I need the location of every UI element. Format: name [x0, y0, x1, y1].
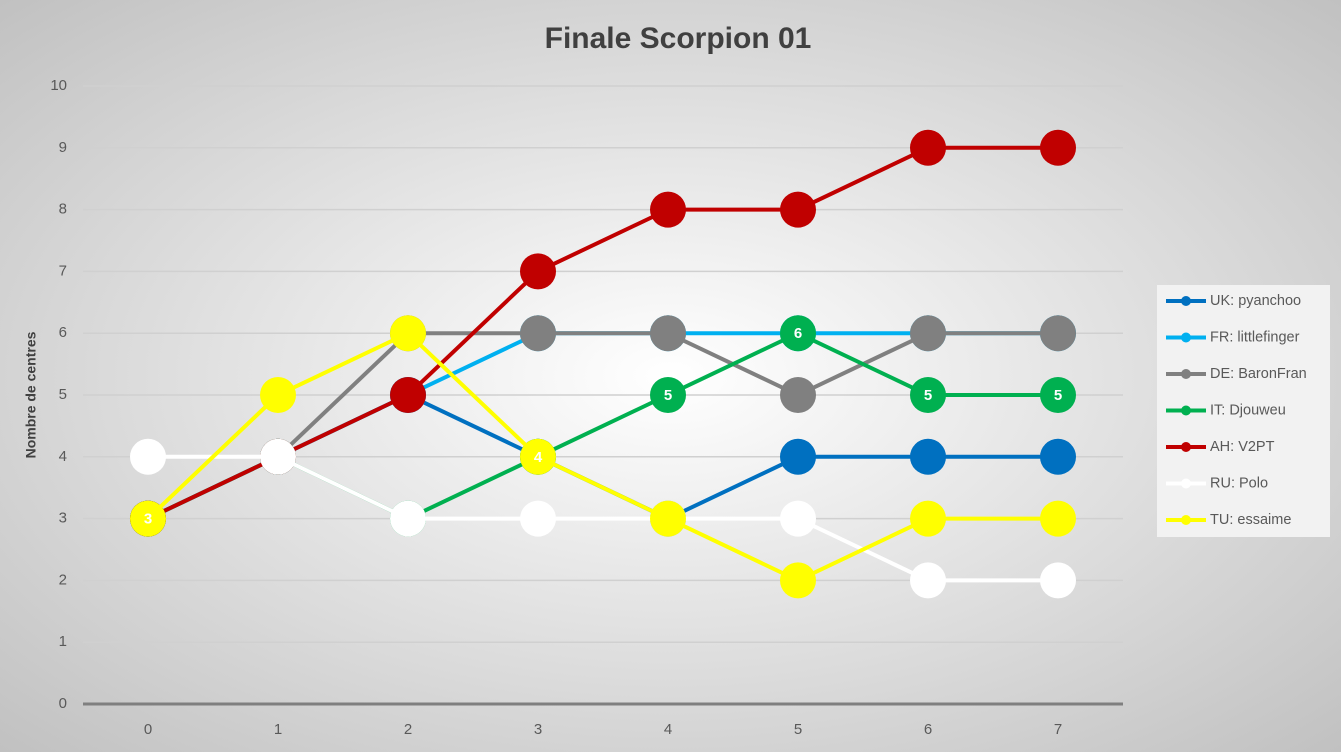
data-point	[780, 562, 816, 599]
x-tick-label: 0	[144, 721, 152, 738]
legend-label: TU: essaime	[1210, 512, 1291, 528]
data-point	[1040, 562, 1076, 599]
data-point	[520, 500, 556, 537]
data-point	[780, 377, 816, 413]
legend-marker	[1181, 515, 1191, 525]
data-label: 3	[144, 511, 152, 528]
x-tick-label: 6	[924, 721, 932, 738]
data-point	[910, 562, 946, 599]
data-point	[910, 438, 946, 475]
legend-marker	[1181, 405, 1191, 416]
data-point	[130, 438, 166, 475]
data-point	[1040, 438, 1076, 475]
data-label: 5	[664, 387, 672, 404]
data-point	[650, 377, 686, 413]
legend-marker	[1181, 478, 1191, 489]
data-point	[130, 500, 166, 537]
data-point	[260, 438, 296, 475]
y-tick-label: 10	[50, 77, 67, 94]
data-label: 6	[794, 325, 802, 342]
y-axis-label: Nombre de centres	[23, 331, 39, 458]
legend-label: FR: littlefinger	[1210, 329, 1300, 345]
y-tick-label: 9	[59, 139, 67, 156]
data-point	[910, 315, 946, 352]
data-point	[1040, 500, 1076, 537]
series-line	[147, 145, 1058, 521]
data-point	[910, 500, 946, 537]
data-point	[390, 377, 426, 413]
x-tick-label: 1	[274, 721, 282, 738]
data-point	[780, 191, 816, 228]
x-tick-label: 5	[794, 721, 802, 738]
legend-marker	[1181, 332, 1191, 343]
data-point	[650, 500, 686, 537]
data-label: 5	[924, 387, 932, 404]
x-tick-label: 3	[534, 721, 542, 738]
legend-label: DE: BaronFran	[1210, 366, 1307, 382]
y-tick-label: 2	[59, 571, 67, 588]
data-label: 5	[1054, 387, 1062, 404]
data-point	[780, 438, 816, 475]
data-point	[1040, 129, 1076, 166]
y-tick-label: 8	[59, 201, 67, 218]
y-tick-label: 7	[59, 262, 67, 279]
x-tick-label: 7	[1054, 721, 1062, 738]
data-point	[910, 129, 946, 166]
x-tick-label: 2	[404, 721, 412, 738]
series-line	[146, 330, 1058, 583]
legend-marker	[1181, 296, 1191, 306]
y-tick-label: 0	[59, 695, 67, 712]
legend-label: UK: pyanchoo	[1210, 293, 1301, 309]
data-point	[520, 438, 556, 475]
chart-title: Finale Scorpion 01	[545, 22, 812, 55]
data-point	[1040, 377, 1076, 413]
x-tick-label: 4	[664, 721, 672, 738]
y-tick-label: 1	[59, 633, 67, 650]
data-point	[910, 377, 946, 413]
data-point	[260, 377, 296, 413]
data-point	[520, 315, 556, 352]
series-line	[147, 331, 1058, 521]
data-label: 4	[534, 449, 543, 466]
legend-label: RU: Polo	[1210, 475, 1268, 491]
y-tick-label: 3	[59, 510, 67, 527]
data-point	[1040, 315, 1076, 352]
data-point	[520, 253, 556, 290]
data-point	[390, 315, 426, 352]
data-point	[650, 191, 686, 228]
series-line	[148, 454, 1058, 583]
y-tick-label: 4	[59, 448, 67, 465]
legend-marker	[1181, 369, 1191, 379]
data-point	[390, 500, 426, 537]
data-point	[780, 315, 816, 352]
legend-label: IT: Djouweu	[1210, 402, 1286, 418]
data-point	[650, 315, 686, 352]
data-point	[780, 500, 816, 537]
legend-label: AH: V2PT	[1210, 439, 1275, 455]
y-tick-label: 6	[59, 324, 67, 341]
legend-marker	[1181, 442, 1191, 452]
y-tick-label: 5	[59, 386, 67, 403]
